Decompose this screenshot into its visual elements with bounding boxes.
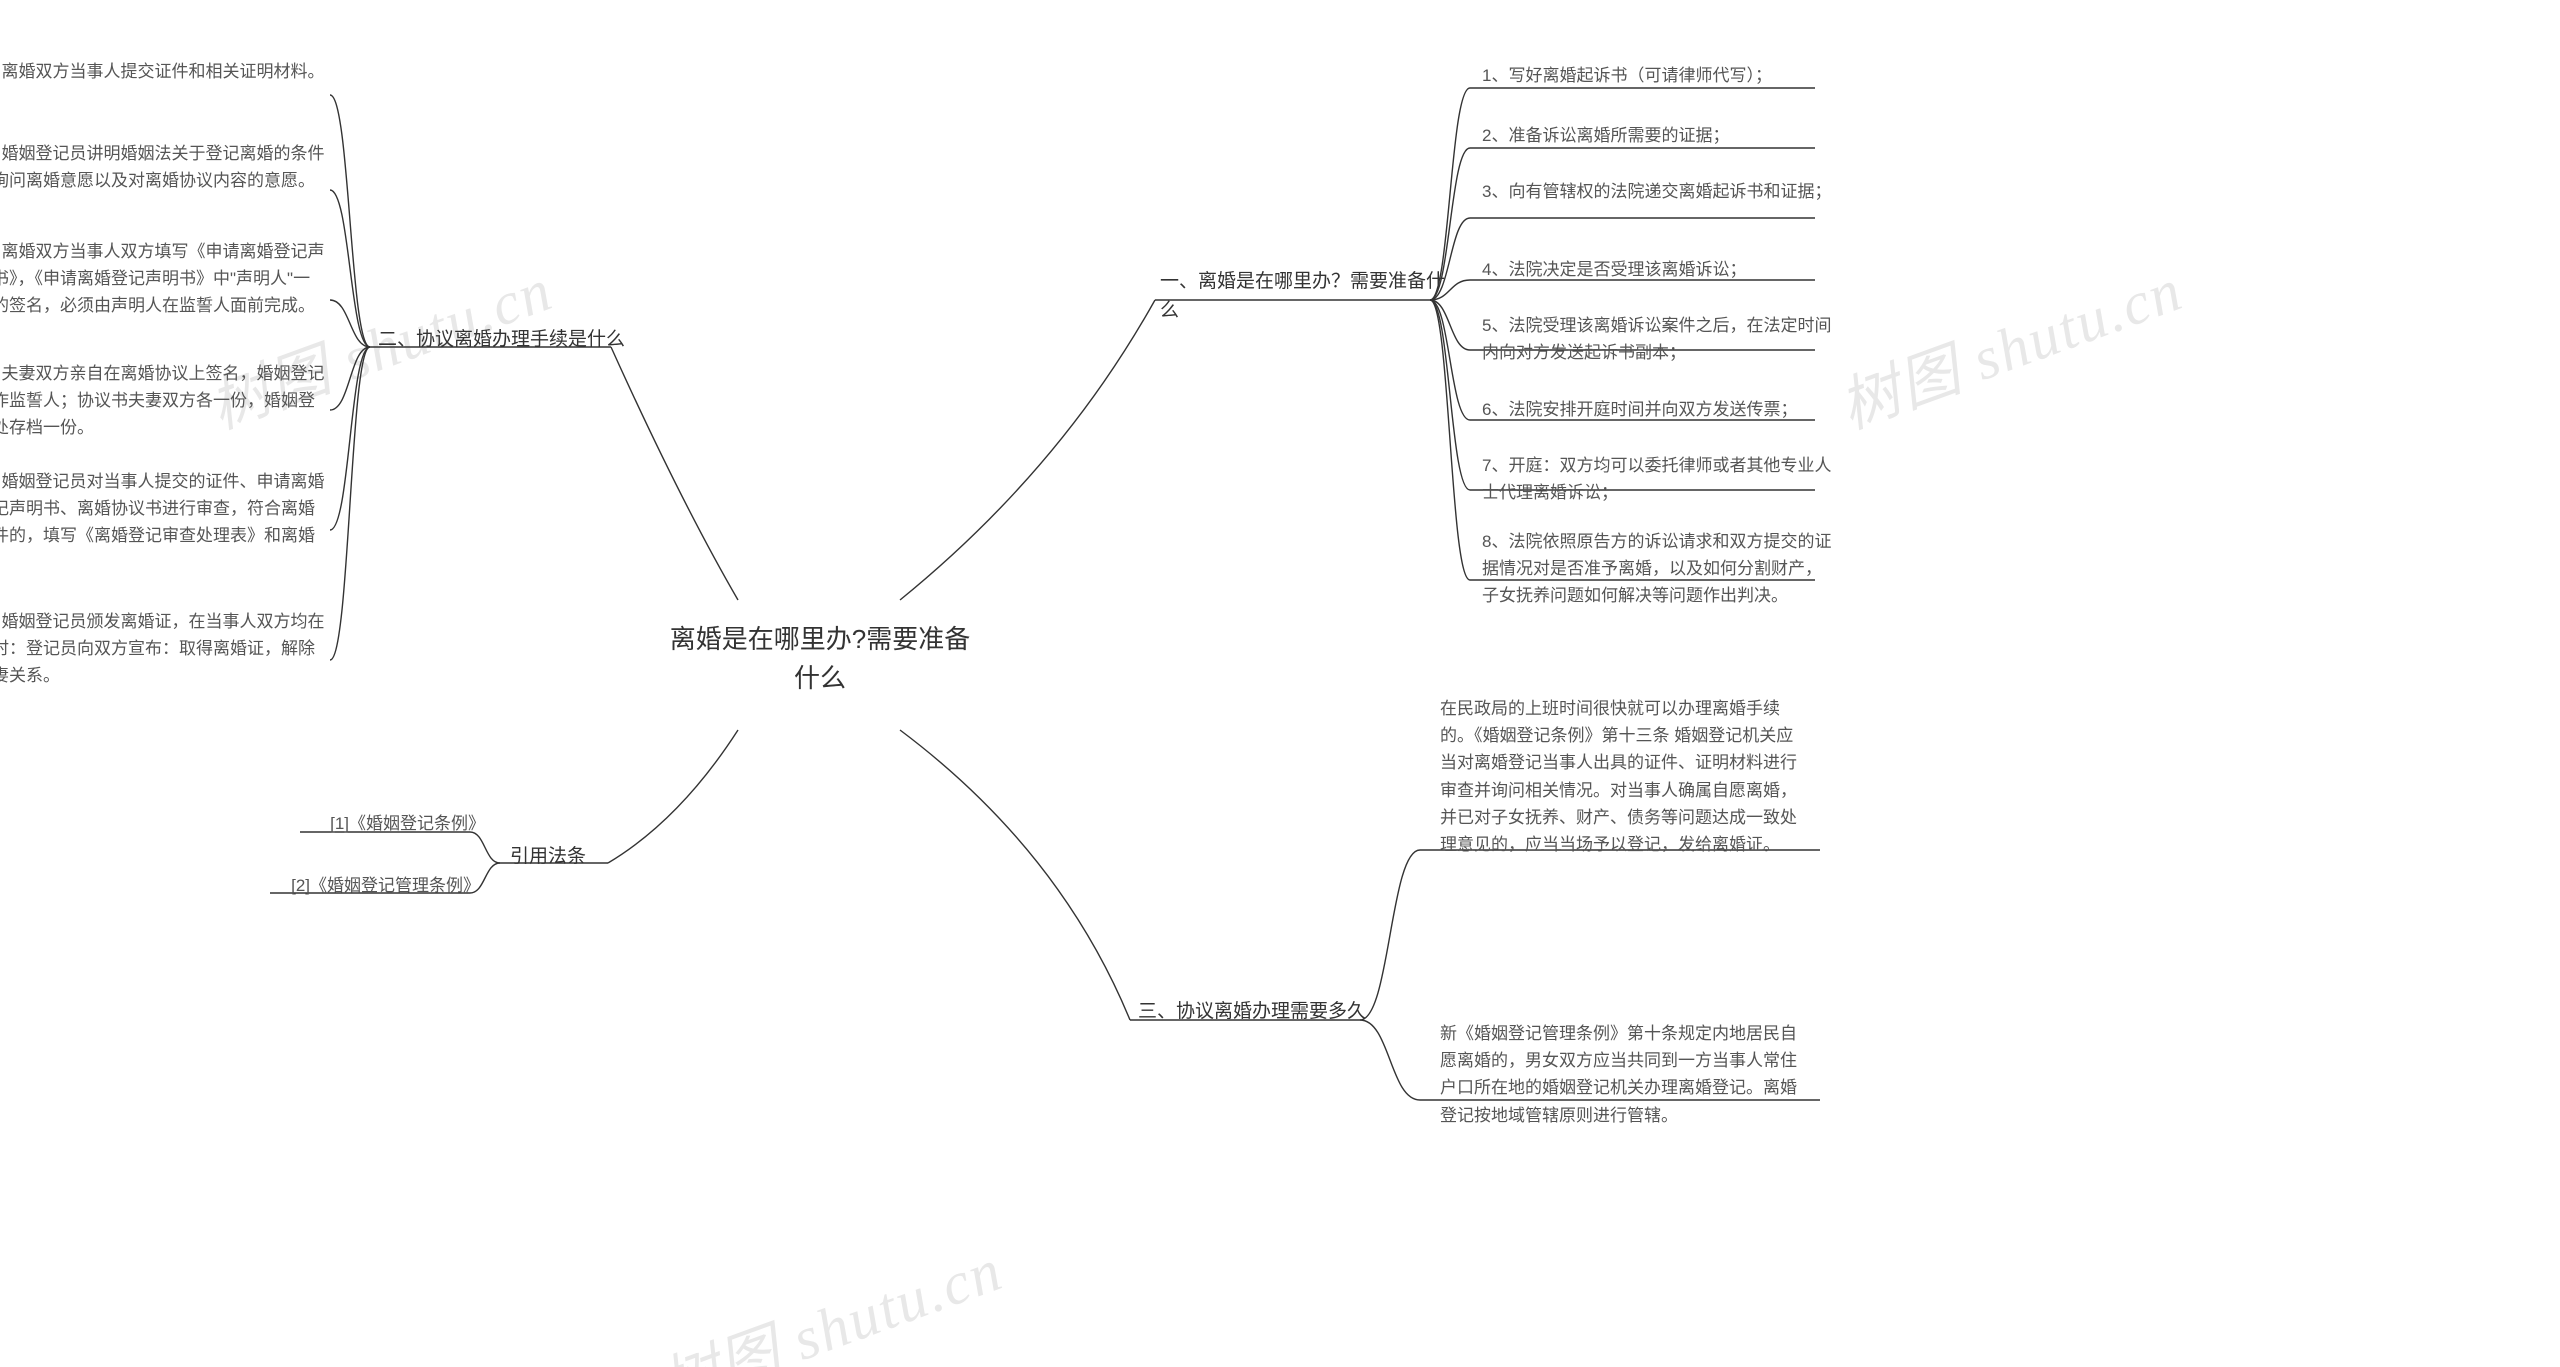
branch-left-2: 引用法条 (510, 843, 610, 872)
branch-right-2: 三、协议离婚办理需要多久 (1138, 998, 1378, 1027)
center-label-1: 离婚是在哪里办?需要准备 (670, 624, 970, 654)
leaf-r1-8: 8、法院依照原告方的诉讼请求和双方提交的证据情况对是否准予离婚，以及如何分割财产… (1482, 528, 1832, 610)
leaf-r1-6: 6、法院安排开庭时间并向双方发送传票； (1482, 396, 1832, 423)
branch-right-2-label: 三、协议离婚办理需要多久 (1138, 1001, 1366, 1022)
leaf-r1-7: 7、开庭：双方均可以委托律师或者其他专业人士代理离婚诉讼； (1482, 452, 1832, 506)
center-label-2: 什么 (794, 663, 846, 693)
leaf-l2-2: [2]《婚姻登记管理条例》 (270, 872, 480, 899)
branch-left-1: 二、协议离婚办理手续是什么 (378, 326, 638, 355)
leaf-l1-3: 3、离婚双方当事人双方填写《申请离婚登记声明书》，《申请离婚登记声明书》中"声明… (0, 238, 325, 320)
branch-right-1-label: 一、离婚是在哪里办？需要准备什么 (1160, 271, 1445, 321)
leaf-l1-1: 1、离婚双方当事人提交证件和相关证明材料。 (0, 58, 325, 85)
leaf-l1-5: 5、婚姻登记员对当事人提交的证件、申请离婚登记声明书、离婚协议书进行审查，符合离… (0, 468, 325, 577)
leaf-l1-4: 4、夫妻双方亲自在离婚协议上签名，婚姻登记员作监誓人；协议书夫妻双方各一份，婚姻… (0, 360, 325, 442)
leaf-l1-6: 6、婚姻登记员颁发离婚证，在当事人双方均在场时：登记员向双方宣布：取得离婚证，解… (0, 608, 325, 690)
leaf-l2-1: [1]《婚姻登记条例》 (305, 810, 485, 837)
leaf-r1-1: 1、写好离婚起诉书（可请律师代写）； (1482, 62, 1832, 89)
branch-left-2-label: 引用法条 (510, 846, 586, 867)
branch-left-1-label: 二、协议离婚办理手续是什么 (378, 329, 625, 350)
leaf-r1-3: 3、向有管辖权的法院递交离婚起诉书和证据； (1482, 178, 1832, 205)
leaf-r2-2: 新《婚姻登记管理条例》第十条规定内地居民自愿离婚的，男女双方应当共同到一方当事人… (1440, 1020, 1800, 1129)
leaf-r2-1: 在民政局的上班时间很快就可以办理离婚手续的。《婚姻登记条例》第十三条 婚姻登记机… (1440, 695, 1800, 858)
mindmap-connectors (0, 0, 2560, 1367)
center-node: 离婚是在哪里办?需要准备 什么 (640, 620, 1000, 698)
branch-right-1: 一、离婚是在哪里办？需要准备什么 (1160, 268, 1450, 325)
leaf-l1-2: 2、婚姻登记员讲明婚姻法关于登记离婚的条件并询问离婚意愿以及对离婚协议内容的意愿… (0, 140, 325, 194)
leaf-r1-4: 4、法院决定是否受理该离婚诉讼； (1482, 256, 1832, 283)
leaf-r1-5: 5、法院受理该离婚诉讼案件之后，在法定时间内向对方发送起诉书副本； (1482, 312, 1832, 366)
leaf-r1-2: 2、准备诉讼离婚所需要的证据； (1482, 122, 1832, 149)
